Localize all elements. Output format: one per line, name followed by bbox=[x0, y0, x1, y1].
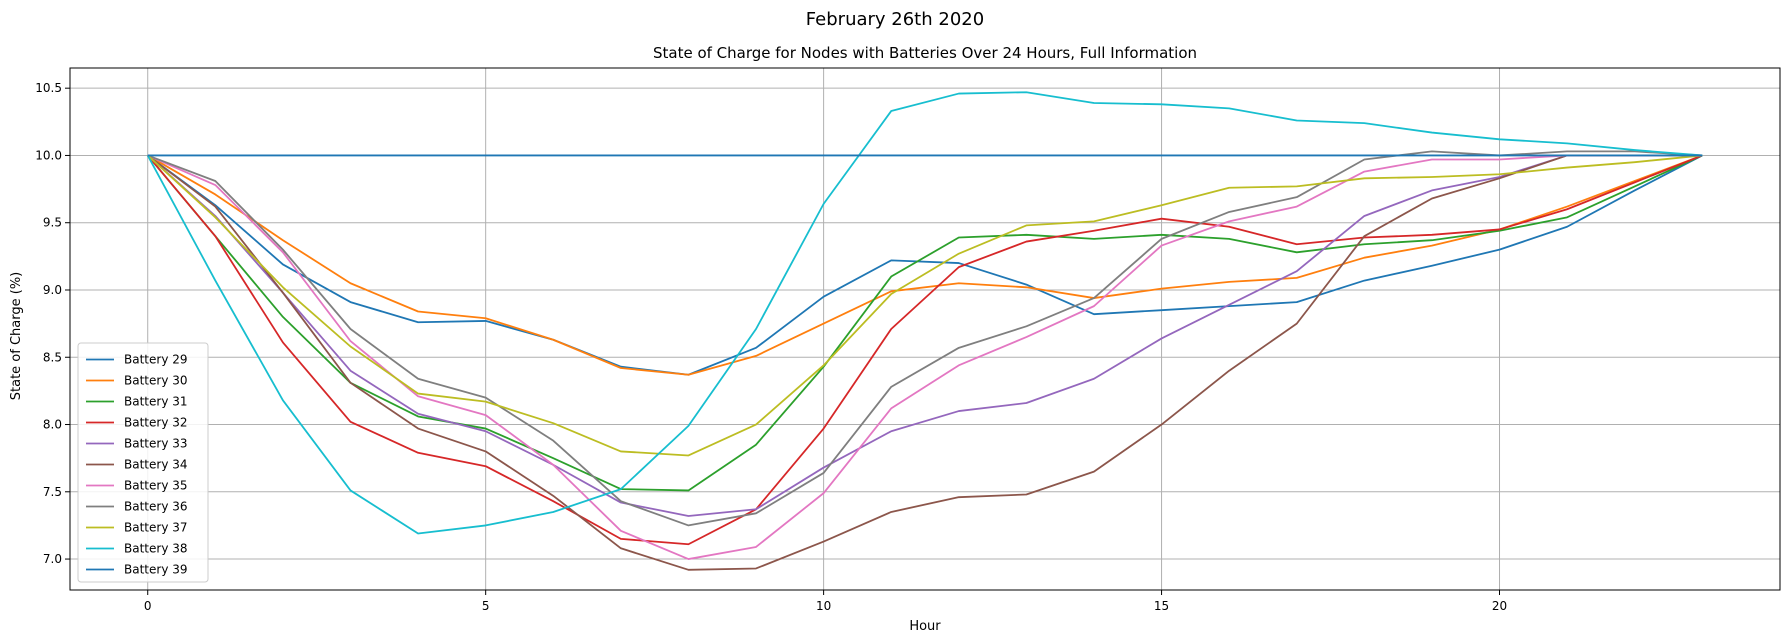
legend: Battery 29 Battery 30 Battery 31 Battery 32… bbox=[77, 342, 209, 583]
figure-suptitle: February 26th 2020 bbox=[806, 9, 984, 30]
legend-box bbox=[77, 342, 209, 583]
series-line bbox=[147, 154, 1703, 376]
series-line bbox=[147, 154, 1703, 457]
x-tick-label: 15 bbox=[1154, 599, 1169, 613]
y-tick-label: 8.0 bbox=[43, 418, 62, 432]
series-line bbox=[147, 154, 1703, 376]
legend-label: Battery 39 bbox=[124, 563, 188, 577]
legend-label: Battery 36 bbox=[124, 500, 188, 514]
y-axis-ticks: 7.0 7.5 8.0 8.5 9.0 9.5 10.0 10.5 bbox=[35, 81, 70, 566]
x-tick-label: 20 bbox=[1492, 599, 1507, 613]
y-tick-label: 7.0 bbox=[43, 552, 62, 566]
legend-label: Battery 32 bbox=[124, 416, 188, 430]
series-line bbox=[147, 154, 1703, 517]
plot-area bbox=[69, 67, 1781, 591]
legend-label: Battery 38 bbox=[124, 542, 188, 556]
series-line bbox=[147, 154, 1703, 560]
legend-label: Battery 35 bbox=[124, 479, 188, 493]
series-line bbox=[146, 91, 1703, 535]
legend-label: Battery 31 bbox=[124, 395, 188, 409]
y-tick-label: 10.0 bbox=[35, 148, 62, 162]
legend-label: Battery 30 bbox=[124, 374, 188, 388]
legend-label: Battery 37 bbox=[124, 521, 188, 535]
y-tick-label: 8.5 bbox=[43, 350, 62, 364]
chart-title: State of Charge for Nodes with Batteries… bbox=[653, 44, 1197, 62]
x-axis-label: Hour bbox=[909, 619, 941, 634]
y-tick-label: 9.0 bbox=[43, 283, 62, 297]
x-axis-ticks: 0 5 10 15 20 bbox=[144, 590, 1507, 613]
y-axis-label: State of Charge (%) bbox=[9, 272, 24, 400]
legend-label: Battery 33 bbox=[124, 437, 188, 451]
y-tick-label: 9.5 bbox=[43, 216, 62, 230]
series-line bbox=[147, 150, 1703, 527]
series-lines bbox=[146, 91, 1703, 571]
series-line bbox=[147, 154, 1703, 546]
x-tick-label: 10 bbox=[816, 599, 831, 613]
series-line bbox=[147, 154, 1703, 571]
x-tick-label: 5 bbox=[482, 599, 490, 613]
series-line bbox=[147, 154, 1703, 492]
x-tick-label: 0 bbox=[144, 599, 152, 613]
y-tick-label: 7.5 bbox=[43, 485, 62, 499]
y-tick-label: 10.5 bbox=[35, 81, 62, 95]
legend-label: Battery 34 bbox=[124, 458, 188, 472]
legend-label: Battery 29 bbox=[124, 353, 188, 367]
